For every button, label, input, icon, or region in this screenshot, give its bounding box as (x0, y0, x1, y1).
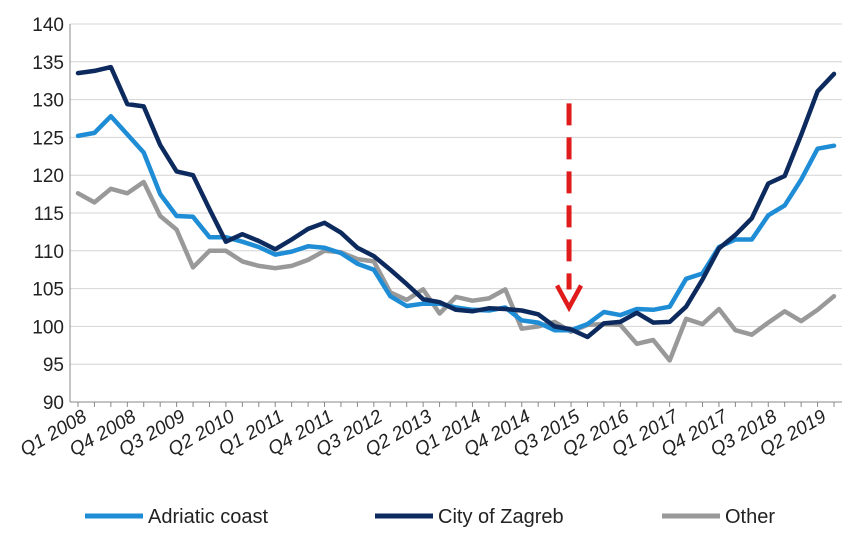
legend-label: Adriatic coast (148, 506, 268, 528)
annotation-arrow-head (555, 284, 584, 313)
legend: Adriatic coast City of Zagreb Other (85, 506, 775, 528)
y-tick-label: 115 (34, 204, 64, 225)
y-tick-label: 100 (32, 317, 64, 338)
legend-label: Other (725, 506, 775, 528)
y-tick-label: 120 (32, 166, 64, 187)
gridlines (70, 23, 842, 403)
y-tick-label: 95 (43, 355, 64, 376)
y-tick-label: 110 (34, 242, 64, 263)
y-tick-label: 140 (32, 15, 64, 36)
y-tick-label: 135 (32, 53, 64, 74)
series-lines (75, 64, 837, 363)
series-line-other (75, 179, 837, 363)
y-axis: 90 95 100 105 110 115 120 125 130 135 140 (32, 15, 64, 414)
series-line-city-of-zagreb (75, 64, 837, 340)
y-tick-label: 105 (32, 280, 64, 301)
y-tick-label: 130 (32, 91, 64, 112)
legend-label: City of Zagreb (438, 506, 564, 528)
annotation-arrow (555, 103, 584, 313)
y-tick-label: 90 (43, 393, 64, 414)
y-tick-label: 125 (32, 128, 64, 149)
